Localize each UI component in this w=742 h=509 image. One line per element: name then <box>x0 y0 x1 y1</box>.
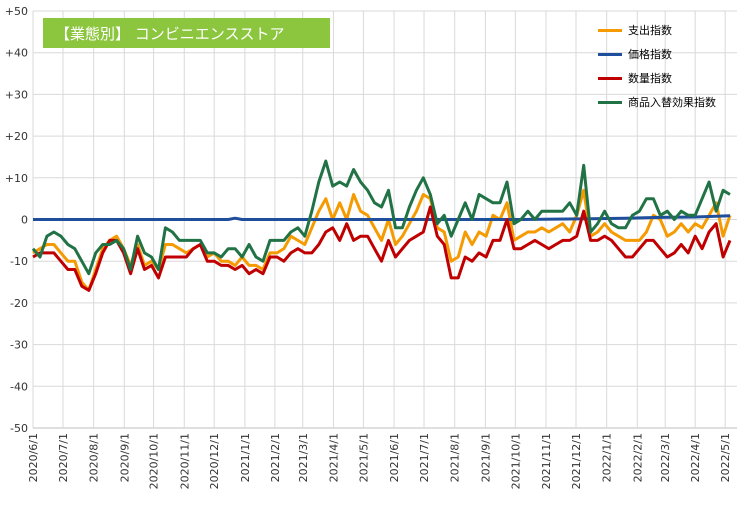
x-tick-label: 2021/11/1 <box>540 433 553 489</box>
y-tick-label: +40 <box>5 47 28 60</box>
y-tick-label: +10 <box>5 172 28 185</box>
x-tick-label: 2021/10/1 <box>509 433 522 489</box>
series-lines <box>31 159 732 292</box>
x-tick-label: 2020/7/1 <box>57 433 70 482</box>
y-tick-label: +20 <box>5 130 28 143</box>
x-tick-label: 2020/9/1 <box>118 433 131 482</box>
x-tick-label: 2021/7/1 <box>418 433 431 482</box>
x-tick-label: 2021/12/1 <box>570 433 583 489</box>
y-tick-label: -40 <box>10 380 28 393</box>
chart-title: 【業態別】 コンビニエンスストア <box>43 18 330 48</box>
legend-swatch <box>598 100 622 104</box>
series-line <box>31 159 731 276</box>
y-tick-label: -20 <box>10 297 28 310</box>
legend-item: 商品入替効果指数 <box>598 90 716 114</box>
x-tick-label: 2020/11/1 <box>178 433 191 489</box>
y-tick-label: -10 <box>10 255 28 268</box>
series-line <box>32 205 732 292</box>
x-tick-label: 2020/8/1 <box>88 433 101 482</box>
x-axis-ticks: 2020/6/1 2020/7/1 2020/8/1 2020/9/1 2020/10/… <box>27 433 732 489</box>
legend-item: 支出指数 <box>598 18 716 42</box>
x-tick-label: 2021/8/1 <box>449 433 462 482</box>
chart-title-text: 【業態別】 コンビニエンスストア <box>55 24 285 43</box>
x-tick-label: 2020/10/1 <box>148 433 161 489</box>
legend-swatch <box>598 28 622 32</box>
legend: 支出指数価格指数数量指数商品入替効果指数 <box>598 18 716 114</box>
y-tick-label: +50 <box>5 5 28 18</box>
legend-label: 数量指数 <box>628 72 672 85</box>
series-line <box>32 188 732 292</box>
legend-label: 商品入替効果指数 <box>628 96 716 109</box>
legend-label: 価格指数 <box>628 48 672 61</box>
y-axis-ticks: +50 +40 +30 +20 +10 0 -10 -20 -30 -40 -50 <box>5 5 28 435</box>
x-tick-label: 2022/4/1 <box>689 433 702 482</box>
legend-label: 支出指数 <box>628 24 672 37</box>
x-tick-label: 2022/5/1 <box>719 433 732 482</box>
x-tick-label: 2021/3/1 <box>297 433 310 482</box>
legend-swatch <box>598 52 622 56</box>
x-tick-label: 2022/1/1 <box>601 433 614 482</box>
x-tick-label: 2020/12/1 <box>208 433 221 489</box>
legend-swatch <box>598 76 622 80</box>
x-tick-label: 2021/6/1 <box>388 433 401 482</box>
legend-item: 数量指数 <box>598 66 716 90</box>
x-tick-label: 2022/2/1 <box>631 433 644 482</box>
x-tick-label: 2022/3/1 <box>659 433 672 482</box>
y-tick-label: 0 <box>21 214 28 227</box>
series-line <box>33 214 731 221</box>
y-tick-label: +30 <box>5 88 28 101</box>
x-tick-label: 2021/5/1 <box>357 433 370 482</box>
y-tick-label: -30 <box>10 339 28 352</box>
x-tick-label: 2020/6/1 <box>27 433 40 482</box>
x-tick-label: 2021/2/1 <box>269 433 282 482</box>
x-tick-label: 2021/1/1 <box>239 433 252 482</box>
y-tick-label: -50 <box>10 422 28 435</box>
x-tick-label: 2021/9/1 <box>479 433 492 482</box>
legend-item: 価格指数 <box>598 42 716 66</box>
x-tick-label: 2021/4/1 <box>327 433 340 482</box>
